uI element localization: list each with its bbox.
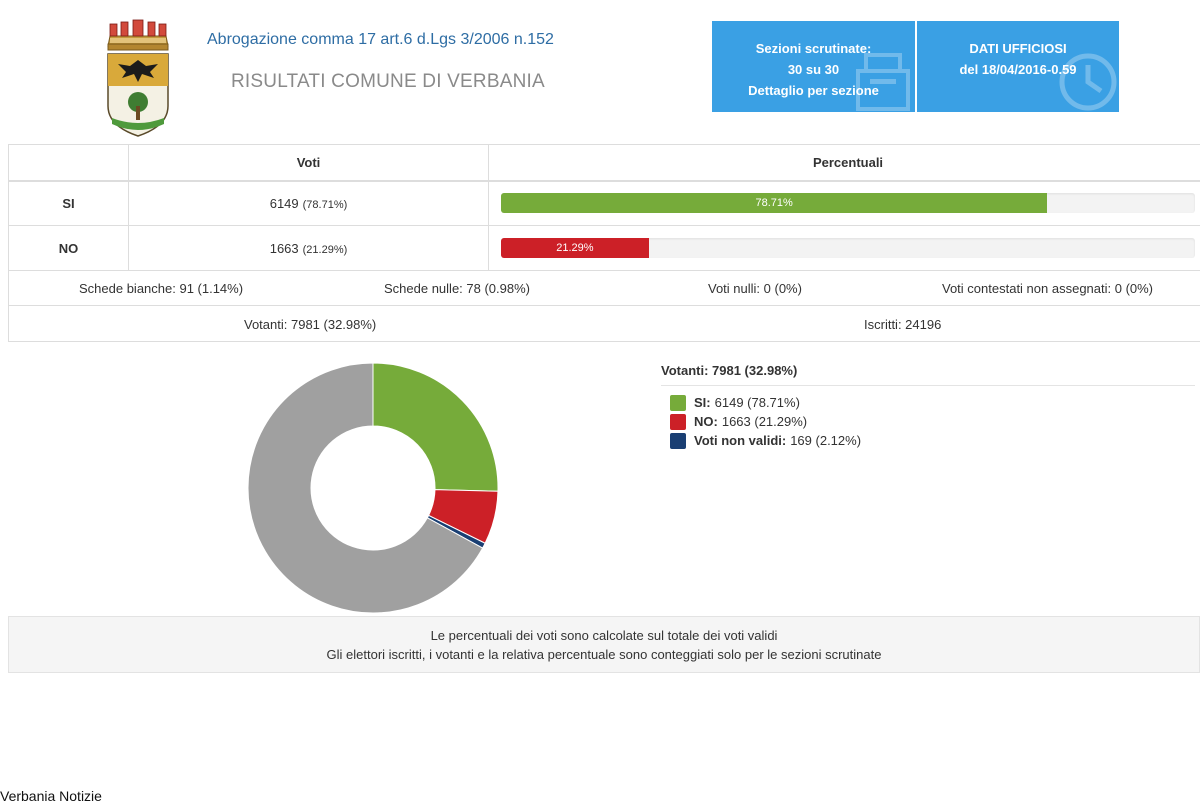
footnote-line: Gli elettori iscritti, i votanti e la re… (326, 647, 882, 662)
voti-nulli: Voti nulli: 0 (0%) (708, 281, 802, 296)
stats-row: Schede bianche: 91 (1.14%) Schede nulle:… (9, 270, 1200, 306)
votes-count: 6149 (269, 195, 299, 211)
schede-bianche: Schede bianche: 91 (1.14%) (79, 281, 244, 296)
table-header-row: Voti Percentuali (8, 144, 1200, 182)
progress-track: 78.71% (501, 193, 1195, 214)
dati-ufficiosi-box: DATI UFFICIOSI del 18/04/2016-0.59 (917, 21, 1119, 112)
donut-slice-non-votanti (247, 362, 484, 614)
legend-label: SI: (694, 395, 711, 410)
votes-percent: (21.29%) (302, 243, 348, 256)
legend-value: 169 (2.12%) (790, 433, 862, 448)
legend-value: 6149 (78.71%) (714, 395, 800, 410)
schede-nulle: Schede nulle: 78 (0.98%) (384, 281, 530, 296)
progress-bar-si: 78.71% (501, 193, 1048, 214)
voti-contestati: Voti contestati non assegnati: 0 (0%) (942, 281, 1154, 296)
legend-label: NO: (694, 414, 718, 429)
row-votes: 1663 (21.29%) (128, 225, 489, 271)
votes-count: 1663 (269, 240, 299, 256)
stats-row: Votanti: 7981 (32.98%) Iscritti: 24196 (9, 306, 1200, 342)
header-votes: Voti (128, 144, 489, 182)
legend-value: 1663 (21.29%) (721, 414, 808, 429)
legend-label: Voti non validi: (694, 433, 787, 448)
dati-ufficiosi-label: DATI UFFICIOSI (969, 41, 1067, 56)
row-label: NO (8, 225, 129, 271)
legend-swatch (670, 413, 686, 430)
table-row-no: NO 1663 (21.29%) 21.29% (8, 225, 1200, 271)
results-table: Voti Percentuali SI 6149 (78.71%) 78.71% … (8, 144, 1200, 271)
clock-icon (1059, 53, 1117, 111)
referendum-title: Abrogazione comma 17 art.6 d.Lgs 3/2006 … (207, 31, 554, 48)
iscritti: Iscritti: 24196 (864, 317, 942, 332)
ballot-box-icon (856, 53, 910, 111)
legend-title: Votanti: 7981 (32.98%) (661, 363, 798, 378)
sezioni-count: 30 su 30 (787, 62, 840, 77)
row-label: SI (8, 180, 129, 226)
legend-item-no: NO: 1663 (21.29%) (670, 412, 861, 431)
table-row-si: SI 6149 (78.71%) 78.71% (8, 180, 1200, 226)
footnote-line: Le percentuali dei voti sono calcolate s… (430, 628, 778, 643)
donut-slice-si (372, 362, 499, 492)
chart-legend: SI: 6149 (78.71%) NO: 1663 (21.29%) Voti… (670, 393, 861, 450)
row-progress: 78.71% (488, 180, 1200, 226)
header-percent: Percentuali (488, 144, 1200, 182)
row-votes: 6149 (78.71%) (128, 180, 489, 226)
page-title: RISULTATI COMUNE DI VERBANIA (231, 71, 545, 92)
turnout-donut-chart (247, 362, 499, 614)
legend-item-invalid: Voti non validi: 169 (2.12%) (670, 431, 861, 450)
legend-item-si: SI: 6149 (78.71%) (670, 393, 861, 412)
sezioni-label: Sezioni scrutinate: (755, 41, 872, 56)
legend-swatch (670, 394, 686, 411)
row-progress: 21.29% (488, 225, 1200, 271)
footnote-panel: Le percentuali dei voti sono calcolate s… (8, 616, 1200, 673)
progress-track: 21.29% (501, 238, 1195, 258)
watermark: Verbania Notizie (0, 788, 102, 804)
dati-ufficiosi-date: del 18/04/2016-0.59 (959, 62, 1077, 77)
progress-bar-no: 21.29% (501, 238, 649, 258)
city-crest-logo (107, 19, 169, 137)
votanti: Votanti: 7981 (32.98%) (244, 317, 377, 332)
sezioni-scrutinate-box[interactable]: Sezioni scrutinate: 30 su 30 Dettaglio p… (712, 21, 915, 112)
legend-swatch (670, 432, 686, 449)
legend-divider (661, 385, 1195, 386)
header-empty (8, 144, 129, 182)
dettaglio-sezione-link[interactable]: Dettaglio per sezione (748, 83, 879, 98)
stats-panel: Schede bianche: 91 (1.14%) Schede nulle:… (8, 270, 1200, 342)
votes-percent: (78.71%) (302, 198, 348, 211)
